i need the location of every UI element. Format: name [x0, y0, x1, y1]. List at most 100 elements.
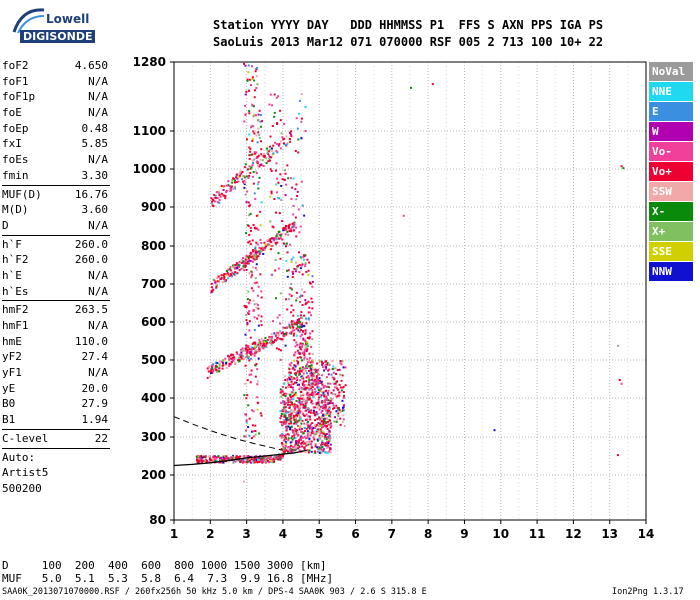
echo-dot: [227, 268, 230, 271]
echo-dot: [260, 153, 263, 156]
echo-dot: [238, 359, 241, 362]
echo-dot: [260, 247, 263, 250]
echo-dot: [287, 383, 290, 386]
echo-dot: [248, 373, 251, 376]
echo-dot: [287, 437, 290, 440]
echo-dot: [289, 396, 292, 399]
echo-dot: [311, 330, 314, 333]
echo-dot: [250, 409, 253, 412]
y-tick-label: 600: [141, 315, 166, 329]
echo-dot: [250, 153, 253, 156]
echo-dot: [256, 162, 259, 165]
echo-dot: [311, 376, 314, 379]
echo-dot: [291, 403, 294, 406]
echo-dot: [211, 204, 214, 207]
echo-dot: [299, 391, 302, 394]
x-tick-label: 9: [460, 527, 468, 541]
echo-dot: [311, 338, 314, 341]
echo-dot: [255, 281, 258, 284]
echo-dot: [320, 394, 323, 397]
echo-dot: [210, 282, 213, 285]
echo-dot: [283, 436, 286, 439]
echo-dot: [304, 442, 307, 445]
echo-dot: [294, 270, 297, 273]
echo-dot: [224, 363, 227, 366]
echo-dot: [276, 177, 279, 180]
echo-dot: [293, 364, 296, 367]
echo-dot: [299, 410, 302, 413]
param-row: yF1 N/A: [2, 365, 110, 381]
echo-dot: [241, 178, 244, 181]
echo-dot: [269, 148, 272, 151]
param-value: N/A: [88, 74, 108, 88]
echo-dot: [243, 435, 246, 438]
echo-dot: [315, 423, 318, 426]
echo-dot: [249, 461, 252, 464]
echo-dot: [252, 105, 255, 108]
echo-dot: [246, 190, 249, 193]
echo-dot: [231, 187, 234, 190]
param-name: h`E: [2, 268, 22, 282]
echo-dot: [269, 168, 272, 171]
echo-dot: [283, 400, 286, 403]
echo-dot: [195, 455, 198, 458]
param-row: h`F 260.0: [2, 237, 110, 253]
echo-dot: [291, 276, 294, 279]
echo-dot: [302, 412, 305, 415]
echo-dot: [338, 383, 341, 386]
echo-dot: [316, 383, 319, 386]
echo-dot: [315, 403, 318, 406]
echo-dot: [248, 233, 251, 236]
echo-dot: [311, 388, 314, 391]
echo-dot: [318, 452, 321, 455]
echo-dot: [307, 426, 310, 429]
echo-dot: [298, 300, 301, 303]
echo-dot: [252, 175, 255, 178]
echo-dot: [309, 357, 312, 360]
echo-dot: [293, 267, 296, 270]
echo-dot: [301, 294, 304, 297]
echo-dot: [306, 386, 309, 389]
echo-dot: [257, 324, 260, 327]
echo-dot: [276, 233, 279, 236]
echo-dot: [199, 457, 202, 460]
echo-dot: [303, 400, 306, 403]
echo-dot: [260, 290, 263, 293]
echo-dot: [290, 294, 293, 297]
echo-dot: [264, 456, 267, 459]
echo-dot: [298, 326, 301, 329]
echo-dot: [271, 104, 274, 107]
echo-dot: [285, 135, 288, 138]
echo-dot: [293, 403, 296, 406]
echo-dot: [269, 93, 272, 96]
echo-dot: [272, 320, 275, 323]
echo-dot: [252, 125, 255, 128]
echo-dot: [300, 264, 303, 267]
echo-dot: [327, 402, 330, 405]
echo-dot: [273, 93, 276, 96]
echo-dot: [335, 420, 338, 423]
echo-dot: [256, 294, 259, 297]
echo-dot: [618, 379, 621, 381]
echo-dot: [298, 318, 301, 321]
echo-dot: [309, 418, 312, 421]
echo-dot: [302, 256, 305, 259]
echo-dot: [256, 160, 259, 163]
echo-dot: [314, 424, 317, 427]
echo-dot: [258, 346, 261, 349]
echo-dot: [291, 438, 294, 441]
echo-dot: [274, 457, 277, 460]
echo-dot: [312, 375, 315, 378]
echo-dot: [318, 416, 321, 419]
echo-dot: [247, 313, 250, 316]
echo-dot: [290, 260, 293, 263]
echo-dot: [307, 431, 310, 434]
echo-dot: [237, 180, 240, 183]
echo-dot: [303, 446, 306, 449]
echo-dot: [330, 425, 333, 428]
echo-dot: [324, 404, 327, 407]
echo-dot: [226, 355, 229, 358]
echo-dot: [298, 449, 301, 452]
echo-dot: [252, 435, 255, 438]
echo-dot: [310, 375, 313, 378]
